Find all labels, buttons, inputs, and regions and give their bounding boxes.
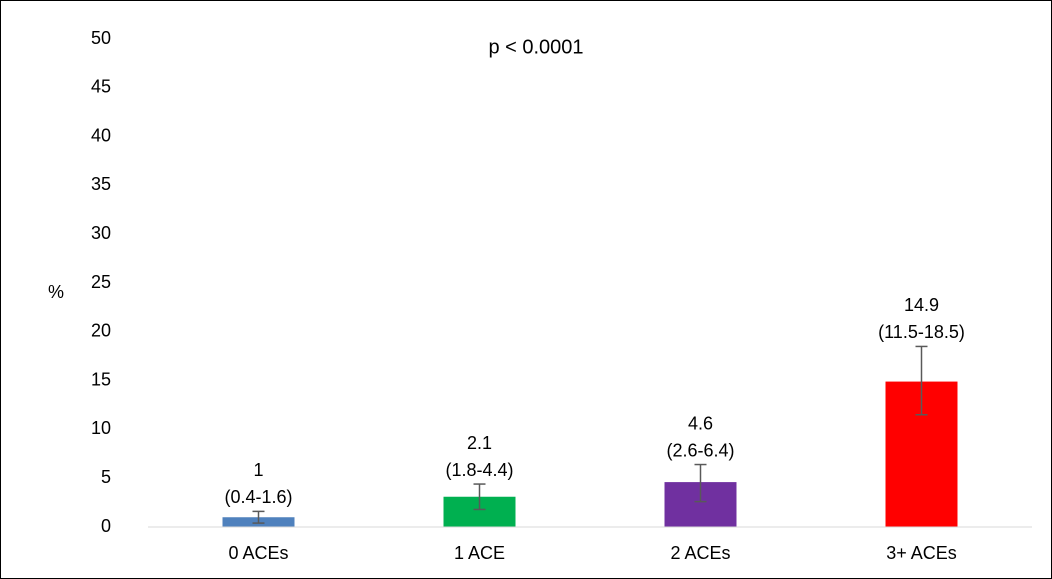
data-labels-group: 1 (0.4-1.6) 2.1 (1.8-4.4) 4.6 (2.6-6.4) 14.9 (1… xyxy=(224,295,964,507)
y-tick-label: 20 xyxy=(91,321,111,341)
y-tick-label: 35 xyxy=(91,174,111,194)
ci-label: (11.5-18.5) xyxy=(878,322,965,342)
y-axis-label: % xyxy=(48,282,64,302)
ci-label: (1.8-4.4) xyxy=(445,460,513,480)
p-value-annotation: p < 0.0001 xyxy=(488,36,583,58)
x-tick-label: 1 ACE xyxy=(454,543,505,563)
value-label: 2.1 xyxy=(467,433,492,453)
x-tick-label: 2 ACEs xyxy=(670,543,730,563)
bars-group xyxy=(222,381,958,527)
y-tick-label: 0 xyxy=(101,516,111,536)
y-tick-label: 5 xyxy=(101,467,111,487)
y-tick-label: 15 xyxy=(91,369,111,389)
ci-label: (2.6-6.4) xyxy=(666,440,734,460)
error-bars-group xyxy=(252,345,928,524)
y-axis-ticks: 0 5 10 15 20 25 30 35 40 45 50 xyxy=(91,28,111,536)
y-tick-label: 10 xyxy=(91,418,111,438)
y-tick-label: 30 xyxy=(91,223,111,243)
ci-label: (0.4-1.6) xyxy=(224,487,292,507)
x-tick-label: 3+ ACEs xyxy=(886,543,957,563)
x-axis-labels: 0 ACEs 1 ACE 2 ACEs 3+ ACEs xyxy=(228,543,956,563)
value-label: 14.9 xyxy=(904,295,939,315)
value-label: 1 xyxy=(253,460,263,480)
y-tick-label: 25 xyxy=(91,272,111,292)
y-tick-label: 40 xyxy=(91,125,111,145)
y-tick-label: 50 xyxy=(91,28,111,48)
x-tick-label: 0 ACEs xyxy=(228,543,288,563)
y-tick-label: 45 xyxy=(91,77,111,97)
value-label: 4.6 xyxy=(688,413,713,433)
